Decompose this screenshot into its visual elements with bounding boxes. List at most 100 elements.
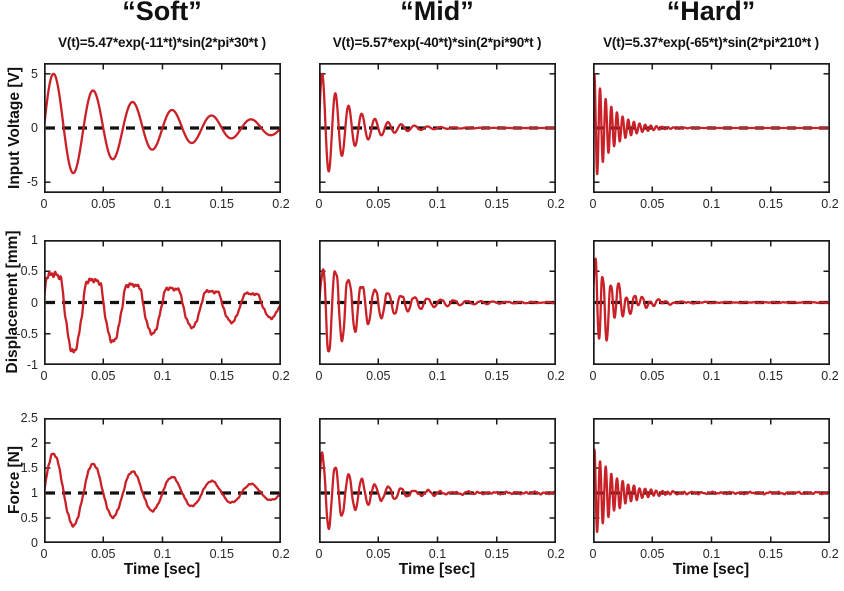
y-tick-label: 2.5 xyxy=(20,411,38,425)
x-tick-label: 0.05 xyxy=(640,369,665,383)
x-tick-label: 0.1 xyxy=(702,197,721,211)
chart-canvas xyxy=(44,240,281,365)
plot-force-soft xyxy=(44,418,281,543)
x-tick-label: 0.05 xyxy=(91,369,116,383)
column-mid-formula: V(t)=5.57*exp(-40*t)*sin(2*pi*90*t ) xyxy=(332,35,542,50)
x-tick-label: 0.15 xyxy=(484,547,509,561)
xlabel-time-mid: Time [sec] xyxy=(398,561,476,578)
x-tick-label: 0.2 xyxy=(821,369,839,383)
x-tick-label: 0.2 xyxy=(272,197,290,211)
x-tick-label: 0 xyxy=(589,197,597,211)
x-tick-label: 0.15 xyxy=(209,369,234,383)
axes-border xyxy=(44,418,281,543)
chart-canvas xyxy=(319,240,556,365)
x-tick-label: 0.05 xyxy=(640,547,665,561)
y-tick-label: 5 xyxy=(31,66,38,81)
x-tick-label: 0.05 xyxy=(366,197,391,211)
column-mid-title: “Mid” xyxy=(400,0,474,26)
xlabel-time-soft: Time [sec] xyxy=(123,561,201,578)
y-tick-label: 1 xyxy=(31,233,38,247)
plot-displacement-mid xyxy=(319,240,556,365)
x-tick-label: 0.15 xyxy=(758,369,783,383)
signal-line xyxy=(319,72,556,173)
chart-canvas xyxy=(593,240,830,365)
x-tick-label: 0.05 xyxy=(640,197,665,211)
signal-line xyxy=(593,448,830,534)
x-tick-label: 0.05 xyxy=(91,197,116,211)
plot-voltage-soft xyxy=(44,63,281,193)
x-tick-label: 0.15 xyxy=(758,547,783,561)
x-tick-label: 0.1 xyxy=(153,369,172,383)
axes-border xyxy=(593,240,830,365)
chart-canvas xyxy=(593,418,830,543)
x-tick-label: 0.2 xyxy=(272,547,290,561)
ylabel-force: Force [N] xyxy=(6,445,23,515)
y-tick-label: 0 xyxy=(31,295,38,310)
x-tick-label: 0 xyxy=(589,369,597,383)
plot-displacement-soft xyxy=(44,240,281,365)
column-soft-formula: V(t)=5.47*exp(-11*t)*sin(2*pi*30*t ) xyxy=(58,35,266,50)
x-tick-label: 0 xyxy=(315,547,323,561)
y-tick-label: 0.5 xyxy=(20,264,38,279)
signal-line xyxy=(44,452,281,528)
axes-border xyxy=(319,418,556,543)
xlabel-time-hard: Time [sec] xyxy=(672,561,750,578)
chart-canvas xyxy=(593,63,830,193)
y-tick-label: -5 xyxy=(26,175,38,190)
signal-line xyxy=(319,268,556,353)
x-tick-label: 0.05 xyxy=(366,547,391,561)
y-tick-label: 2 xyxy=(31,436,38,450)
column-soft-title: “Soft” xyxy=(122,0,202,26)
x-tick-label: 0.15 xyxy=(758,197,783,211)
x-tick-label: 0.1 xyxy=(428,547,447,561)
chart-canvas xyxy=(319,63,556,193)
x-tick-label: 0.15 xyxy=(209,197,234,211)
x-tick-label: 0.2 xyxy=(821,547,839,561)
y-tick-label: 1.5 xyxy=(20,461,38,475)
x-tick-label: 0 xyxy=(589,547,597,561)
chart-canvas xyxy=(44,418,281,543)
x-tick-label: 0.1 xyxy=(702,547,721,561)
x-tick-label: 0.05 xyxy=(91,547,116,561)
x-tick-label: 0.2 xyxy=(547,369,565,383)
y-tick-label: 0 xyxy=(31,121,38,135)
y-tick-label: -0.5 xyxy=(16,326,38,341)
x-tick-label: 0.2 xyxy=(547,547,565,561)
signal-line xyxy=(593,257,830,342)
signal-line xyxy=(593,72,830,176)
x-tick-label: 0 xyxy=(40,197,48,211)
y-tick-label: -1 xyxy=(26,358,38,372)
x-tick-label: 0.1 xyxy=(702,369,721,383)
y-tick-label: 0 xyxy=(31,536,38,550)
column-hard-formula: V(t)=5.37*exp(-65*t)*sin(2*pi*210*t ) xyxy=(603,35,819,50)
axes-border xyxy=(44,63,281,193)
y-tick-label: 1 xyxy=(31,486,38,500)
x-tick-label: 0.1 xyxy=(153,547,172,561)
axes-border xyxy=(593,418,830,543)
x-tick-label: 0.2 xyxy=(272,369,290,383)
signal-line xyxy=(319,451,556,531)
axes-border xyxy=(319,240,556,365)
plot-displacement-hard xyxy=(593,240,830,365)
x-tick-label: 0.05 xyxy=(366,369,391,383)
x-tick-label: 0.15 xyxy=(209,547,234,561)
axes-border xyxy=(593,63,830,193)
chart-canvas xyxy=(319,418,556,543)
x-tick-label: 0 xyxy=(315,197,323,211)
x-tick-label: 0.1 xyxy=(428,197,447,211)
signal-line xyxy=(44,72,281,175)
y-tick-label: 0.5 xyxy=(20,511,38,525)
column-hard-title: “Hard” xyxy=(666,0,756,26)
x-tick-label: 0.15 xyxy=(484,369,509,383)
chart-canvas xyxy=(44,63,281,193)
x-tick-label: 0.1 xyxy=(153,197,172,211)
plot-voltage-hard xyxy=(593,63,830,193)
signal-line xyxy=(44,270,281,354)
x-tick-label: 0 xyxy=(40,369,48,383)
x-tick-label: 0 xyxy=(315,369,323,383)
x-tick-label: 0.15 xyxy=(484,197,509,211)
plot-voltage-mid xyxy=(319,63,556,193)
x-tick-label: 0.2 xyxy=(547,197,565,211)
x-tick-label: 0.2 xyxy=(821,197,839,211)
